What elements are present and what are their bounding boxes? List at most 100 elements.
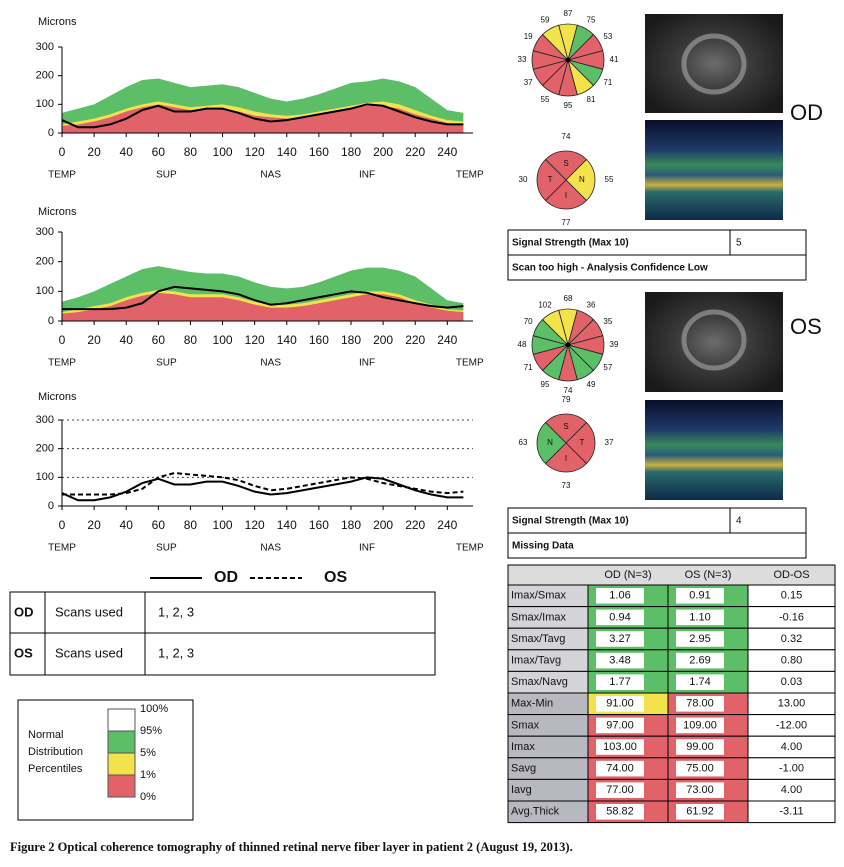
region-label: INF: [359, 170, 375, 181]
x-tick-label: 100: [213, 145, 233, 159]
quadrant-value: 30: [519, 175, 528, 184]
quadrant-sector: [536, 158, 567, 202]
table-cell: -3.11: [779, 806, 803, 818]
row-label: Imax: [511, 741, 535, 753]
quadrant-value: 73: [562, 481, 571, 490]
clock-value: 59: [541, 15, 550, 24]
region-label: INF: [359, 543, 375, 554]
cell-inner: [676, 782, 724, 798]
quadrant-letter: T: [580, 438, 585, 447]
region-label: SUP: [156, 543, 177, 554]
quadrant-letter: N: [579, 175, 585, 184]
y-tick-label: 200: [36, 443, 54, 455]
x-tick-label: 140: [277, 333, 297, 347]
thickness-line: [61, 476, 464, 502]
signal-label: Signal Strength (Max 10): [512, 238, 629, 249]
clock-value: 48: [518, 340, 527, 349]
legend-title: Normal: [28, 729, 63, 741]
clock-value: 81: [587, 95, 596, 104]
table-cell: 0.91: [689, 590, 710, 602]
y-tick-label: 200: [36, 70, 54, 82]
signal-value: 4: [736, 516, 742, 527]
clock-value: 35: [603, 317, 612, 326]
quadrant-sector: [544, 150, 588, 181]
region-label: TEMP: [456, 543, 484, 554]
clock-value: 74: [564, 386, 573, 395]
cell-inner: [676, 674, 724, 690]
x-tick-label: 200: [373, 518, 393, 532]
table-cell: 97.00: [606, 719, 634, 731]
x-tick-label: 40: [120, 145, 134, 159]
table-cell: 1.74: [689, 676, 710, 688]
row-label: Imax/Tavg: [511, 655, 561, 667]
clock-value: 95: [541, 380, 550, 389]
oct-image: [645, 120, 783, 220]
percentile-legend: [17, 699, 194, 821]
thickness-line: [62, 472, 464, 496]
table-cell: 0.94: [609, 611, 630, 623]
row-label: Savg: [511, 763, 536, 775]
row-label: Max-Min: [511, 698, 553, 710]
y-axis-label: Microns: [38, 16, 77, 28]
caption: Figure 2 Optical coherence tomography of…: [10, 840, 573, 854]
row-label: Smax/Imax: [511, 611, 567, 623]
eye-label: OD: [790, 100, 823, 125]
table-cell: 13.00: [778, 698, 806, 710]
clock-value: 33: [518, 55, 527, 64]
table-cell: 0.80: [781, 655, 802, 667]
table-cell: 2.95: [689, 633, 710, 645]
table-cell: 3.48: [609, 655, 630, 667]
table-cell: 74.00: [606, 763, 634, 775]
cell-inner: [596, 631, 644, 647]
table-header: OD-OS: [773, 569, 809, 581]
clock-value: 71: [603, 78, 612, 87]
quadrant-sector: [544, 179, 588, 210]
clock-value: 71: [524, 363, 533, 372]
table-cell: 2.69: [689, 655, 710, 667]
x-tick-label: 0: [59, 333, 66, 347]
quadrant-letter: S: [563, 159, 568, 168]
table-cell: 99.00: [686, 741, 714, 753]
clock-value: 55: [541, 95, 550, 104]
legend-title: Distribution: [28, 746, 83, 758]
x-tick-label: 80: [184, 333, 198, 347]
quadrant-value: 63: [519, 438, 528, 447]
quadrant-letter: I: [565, 454, 567, 463]
legend-label: 5%: [140, 747, 156, 759]
cell-inner: [596, 760, 644, 777]
clock-value: 53: [603, 32, 612, 41]
cell-bg: [747, 800, 836, 824]
table-cell: 1.10: [689, 611, 710, 623]
y-tick-label: 100: [36, 98, 54, 110]
region-label: INF: [359, 358, 375, 369]
quadrant-sector: [544, 413, 588, 444]
region-label: SUP: [156, 170, 177, 181]
x-tick-label: 200: [373, 333, 393, 347]
x-tick-label: 180: [341, 333, 361, 347]
cell-inner: [596, 717, 644, 734]
cell-inner: [596, 804, 644, 820]
y-tick-label: 0: [48, 127, 54, 139]
x-tick-label: 120: [245, 145, 265, 159]
table-cell: 77.00: [606, 784, 634, 796]
region-label: TEMP: [48, 543, 76, 554]
table-cell: 1.06: [609, 590, 630, 602]
clock-sector: [541, 24, 569, 62]
cell-inner: [676, 588, 724, 604]
cell-inner: [676, 631, 724, 647]
scan-ring: [681, 309, 747, 371]
y-tick-label: 300: [36, 414, 54, 426]
thickness-line: [62, 285, 464, 311]
quadrant-value: 77: [562, 218, 571, 227]
table-cell: 78.00: [686, 698, 714, 710]
clock-value: 19: [524, 32, 533, 41]
thickness-line: [61, 103, 464, 129]
y-tick-label: 300: [36, 41, 54, 53]
clock-value: 39: [610, 340, 619, 349]
row-label: Iavg: [511, 784, 532, 796]
legend-swatch: [107, 730, 136, 754]
quadrant-sector: [544, 442, 588, 473]
table-cell: 91.00: [606, 698, 634, 710]
cell-inner: [596, 674, 644, 690]
